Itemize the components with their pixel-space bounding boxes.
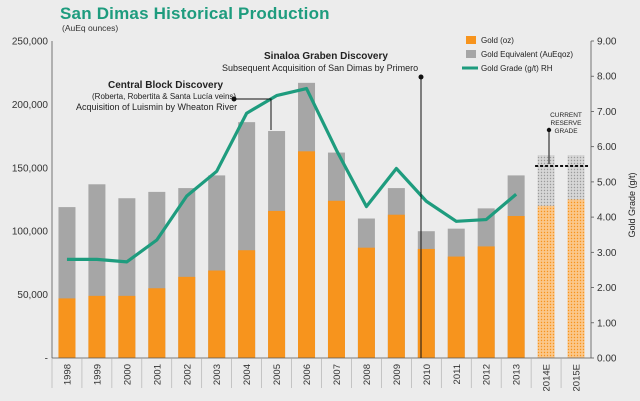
bar-gold-2002 bbox=[178, 276, 196, 358]
x-tick-label-1999: 1999 bbox=[92, 364, 103, 385]
y-left-tick-label: 50,000 bbox=[17, 290, 48, 301]
x-tick-label-2003: 2003 bbox=[212, 364, 223, 385]
y-right-tick-label: 3.00 bbox=[597, 248, 617, 259]
y-right-axis-label: Gold Grade (g/t) bbox=[627, 172, 637, 237]
bar-gold-2015E bbox=[567, 199, 585, 358]
x-tick-label-2004: 2004 bbox=[242, 364, 253, 385]
x-tick-label-2007: 2007 bbox=[332, 364, 343, 385]
bar-gold-2014E bbox=[537, 205, 555, 358]
chart-subtitle: (AuEq ounces) bbox=[62, 23, 119, 33]
y-right-tick-label: 9.00 bbox=[597, 37, 617, 48]
x-tick-label-2011: 2011 bbox=[452, 364, 463, 384]
annotation-central: Central Block Discovery (Roberta, Robert… bbox=[76, 80, 272, 130]
y-left-tick-label: - bbox=[45, 354, 48, 365]
annotation-reserve-dot bbox=[546, 127, 552, 133]
y-right-tick-label: 7.00 bbox=[597, 107, 617, 118]
y-right-tick-label: 5.00 bbox=[597, 177, 617, 188]
x-tick-label-2015E: 2015E bbox=[572, 364, 583, 391]
annotation-central-sub: (Roberta, Robertita & Santa Lucía veins) bbox=[92, 92, 236, 101]
x-tick-label-1998: 1998 bbox=[62, 364, 73, 385]
legend-goldeq-label: Gold Equivalent (AuEqoz) bbox=[481, 50, 573, 59]
x-tick-label-2014E: 2014E bbox=[542, 364, 553, 391]
x-tick-label-2000: 2000 bbox=[122, 364, 133, 385]
axes-layer: 250,000 200,000 150,000 100,000 50,000 - 9.00 8… bbox=[12, 37, 617, 392]
x-tick-label-2006: 2006 bbox=[302, 364, 313, 385]
bar-gold-2007 bbox=[327, 200, 345, 358]
bar-gold-2012 bbox=[477, 246, 495, 358]
x-tick-label-2001: 2001 bbox=[152, 364, 163, 385]
bar-gold-1998 bbox=[58, 298, 76, 358]
annotation-reserve-line2: RESERVE bbox=[551, 120, 583, 127]
bar-gold-2000 bbox=[118, 295, 136, 358]
annotation-central-title: Central Block Discovery bbox=[108, 80, 223, 91]
legend-gold-swatch bbox=[466, 36, 476, 44]
legend-grade-label: Gold Grade (g/t) RH bbox=[481, 64, 553, 73]
annotation-central-dot bbox=[231, 96, 237, 102]
annotation-reserve: CURRENT RESERVE GRADE bbox=[546, 112, 583, 164]
bar-gold-1999 bbox=[88, 295, 106, 358]
y-right-tick-label: 2.00 bbox=[597, 283, 617, 294]
annotation-central-leader bbox=[234, 98, 272, 130]
y-left-tick-label: 200,000 bbox=[12, 100, 49, 111]
bar-gold-2013 bbox=[507, 215, 525, 358]
x-tick-label-2008: 2008 bbox=[362, 364, 373, 385]
bars-layer bbox=[58, 82, 585, 359]
annotation-sinaloa-text: Subsequent Acquisition of San Dimas by P… bbox=[222, 63, 418, 73]
legend-goldeq-swatch bbox=[466, 50, 476, 58]
y-left-tick-label: 150,000 bbox=[12, 163, 49, 174]
line-gold-grade bbox=[66, 86, 518, 264]
bar-gold-2004 bbox=[238, 250, 256, 358]
x-tick-label-2012: 2012 bbox=[482, 364, 493, 385]
legend: Gold (oz) Gold Equivalent (AuEqoz) Gold … bbox=[462, 36, 573, 73]
chart-title: San Dimas Historical Production bbox=[60, 4, 330, 23]
y-right-tick-label: 1.00 bbox=[597, 318, 617, 329]
annotation-reserve-line1: CURRENT bbox=[550, 112, 582, 119]
x-tick-label-2002: 2002 bbox=[182, 364, 193, 385]
annotation-sinaloa-dot bbox=[418, 74, 424, 80]
legend-gold-label: Gold (oz) bbox=[481, 36, 514, 45]
x-tick-label-2010: 2010 bbox=[422, 364, 433, 385]
y-left-tick-label: 250,000 bbox=[12, 37, 49, 48]
bar-gold-2005 bbox=[268, 210, 286, 358]
bar-gold-2009 bbox=[387, 214, 405, 358]
annotation-sinaloa-title: Sinaloa Graben Discovery bbox=[264, 51, 388, 62]
x-tick-label-2009: 2009 bbox=[392, 364, 403, 385]
bar-gold-2001 bbox=[148, 288, 166, 358]
bar-gold-2006 bbox=[298, 151, 316, 358]
annotation-reserve-line3: GRADE bbox=[554, 128, 578, 135]
annotation-sinaloa: Sinaloa Graben Discovery Subsequent Acqu… bbox=[222, 51, 424, 358]
bar-gold-2011 bbox=[447, 256, 465, 358]
bar-gold-2003 bbox=[208, 270, 226, 358]
y-right-tick-label: 8.00 bbox=[597, 72, 617, 83]
y-right-tick-label: 4.00 bbox=[597, 213, 617, 224]
bar-gold-2008 bbox=[357, 247, 375, 358]
x-tick-label-2013: 2013 bbox=[512, 364, 523, 385]
x-tick-label-2005: 2005 bbox=[272, 364, 283, 385]
grade-line-layer bbox=[66, 86, 589, 264]
y-right-tick-label: 0.00 bbox=[597, 354, 617, 365]
annotation-central-text: Acquisition of Luismin by Wheaton River bbox=[76, 102, 237, 112]
y-left-tick-label: 100,000 bbox=[12, 227, 49, 238]
bar-gold-2010 bbox=[417, 248, 435, 358]
y-right-tick-label: 6.00 bbox=[597, 142, 617, 153]
